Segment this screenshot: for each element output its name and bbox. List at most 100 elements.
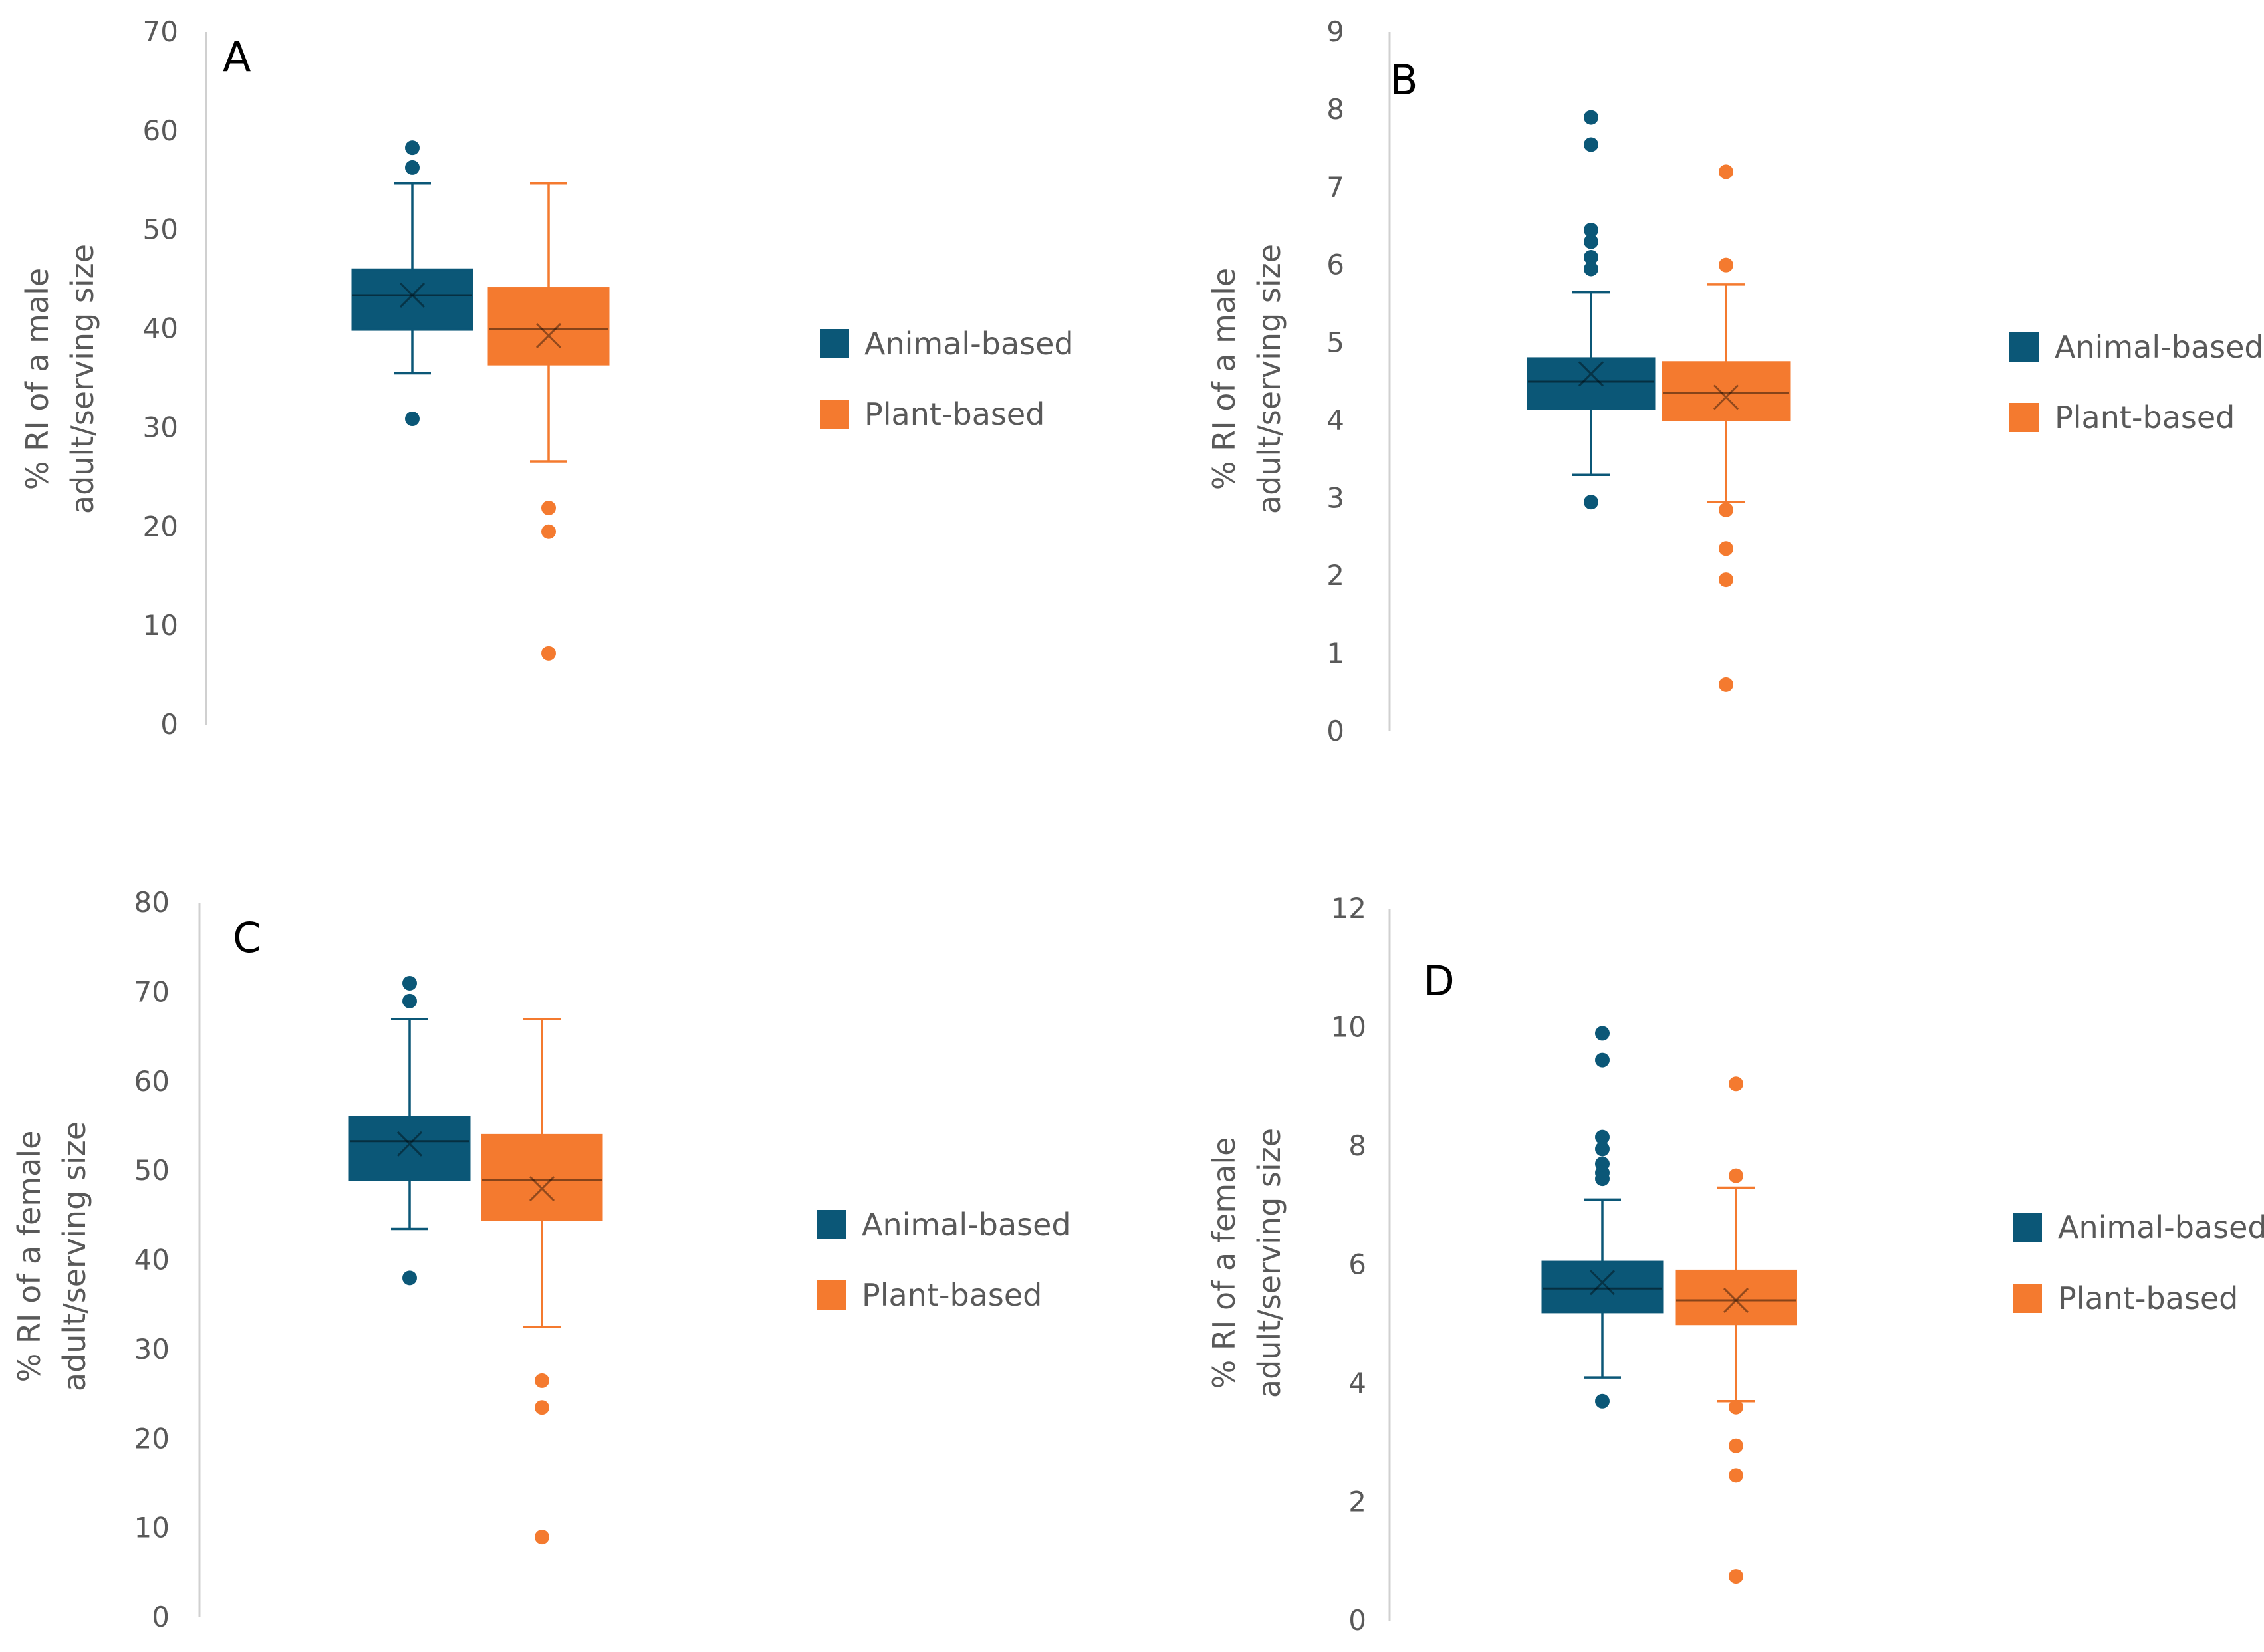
outlier-point — [402, 975, 417, 991]
mean-marker — [1713, 384, 1739, 410]
legend-label: Animal-based — [864, 326, 1074, 362]
outlier-point — [541, 501, 556, 516]
legend-label: Animal-based — [2058, 1209, 2264, 1245]
y-axis-label: % RI of a male — [1206, 268, 1242, 490]
mean-marker — [1578, 361, 1604, 387]
y-tick-label: 80 — [134, 886, 170, 919]
y-tick-label: 40 — [143, 312, 178, 345]
y-axis-label: % RI of a male — [19, 268, 55, 490]
outlier-point — [1719, 541, 1733, 556]
y-tick-label: 10 — [1331, 1011, 1366, 1044]
y-tick-label: 40 — [134, 1244, 170, 1276]
outlier-point — [1584, 110, 1598, 125]
box-series-plant — [1662, 164, 1791, 692]
outlier-point — [405, 140, 420, 156]
y-tick-label: 7 — [1326, 171, 1344, 203]
mean-marker — [1723, 1287, 1749, 1314]
outlier-point — [402, 993, 417, 1008]
mean-marker — [396, 1131, 423, 1157]
box-series-plant — [1675, 1076, 1797, 1584]
y-axis-label: adult/serving size — [57, 1121, 92, 1391]
legend-label: Plant-based — [862, 1277, 1042, 1313]
y-axis-label: adult/serving size — [1251, 1128, 1287, 1398]
box-body — [1662, 361, 1791, 421]
outlier-point — [402, 1270, 417, 1286]
box-body — [481, 1133, 603, 1221]
outlier-point — [1595, 1141, 1610, 1157]
box-series-plant — [481, 1017, 603, 1545]
outlier-point — [1729, 1468, 1743, 1483]
legend-label: Plant-based — [2055, 400, 2235, 435]
y-axis-label: adult/serving size — [64, 244, 100, 514]
y-tick-label: 4 — [1348, 1367, 1366, 1399]
chart-panel-c: 0 10 20 30 40 50 60 70 80 % RI of a female adult/s… — [11, 886, 1071, 1633]
legend-label: Animal-based — [2055, 329, 2264, 365]
y-tick-label: 30 — [143, 411, 178, 443]
y-tick-label: 50 — [143, 213, 178, 246]
y-tick-label: 0 — [160, 708, 178, 741]
y-tick-label: 8 — [1326, 93, 1344, 126]
y-tick-label: 70 — [143, 15, 178, 48]
outlier-point — [405, 160, 420, 175]
y-tick-label: 0 — [1348, 1604, 1366, 1637]
outlier-point — [535, 1400, 549, 1415]
box-body — [1675, 1269, 1797, 1326]
box-series-plant — [487, 182, 610, 661]
y-tick-label: 20 — [143, 510, 178, 542]
chart-panel-b: 0 1 2 3 4 5 6 7 8 9 % RI of a male adult/serving si… — [1206, 15, 2264, 747]
legend-swatch-animal — [820, 329, 849, 358]
y-tick-label: 1 — [1326, 637, 1344, 669]
y-tick-label: 5 — [1326, 326, 1344, 359]
panel-label: A — [223, 33, 251, 81]
mean-marker — [535, 322, 562, 349]
outlier-point — [1595, 1393, 1610, 1409]
outlier-point — [535, 1373, 549, 1388]
box-body — [1527, 357, 1656, 410]
legend-swatch-plant — [2013, 1284, 2042, 1313]
box-series-animal — [348, 975, 471, 1286]
y-tick-label: 6 — [1348, 1248, 1366, 1281]
y-tick-label: 60 — [143, 114, 178, 147]
y-tick-label: 0 — [152, 1601, 170, 1633]
legend-label: Plant-based — [2058, 1280, 2238, 1316]
y-tick-label: 50 — [134, 1154, 170, 1187]
y-tick-label: 0 — [1326, 715, 1344, 747]
legend-swatch-plant — [820, 400, 849, 429]
box-body — [1541, 1260, 1664, 1314]
outlier-point — [1729, 1168, 1743, 1183]
mean-marker — [399, 282, 426, 308]
legend-swatch-plant — [817, 1280, 846, 1310]
y-tick-label: 70 — [134, 975, 170, 1008]
y-axis-label: % RI of a female — [1206, 1137, 1242, 1389]
box-series-animal — [351, 140, 473, 427]
outlier-point — [1719, 164, 1733, 179]
outlier-point — [1584, 223, 1598, 238]
outlier-point — [1584, 249, 1598, 265]
y-axis-label: % RI of a female — [11, 1131, 47, 1383]
outlier-point — [1584, 495, 1598, 510]
mean-marker — [1589, 1270, 1616, 1296]
y-tick-label: 20 — [134, 1422, 170, 1455]
box-body — [487, 287, 610, 366]
y-tick-label: 8 — [1348, 1129, 1366, 1162]
outlier-point — [1729, 1076, 1743, 1092]
y-tick-label: 2 — [1348, 1486, 1366, 1518]
outlier-point — [1729, 1438, 1743, 1453]
outlier-point — [541, 646, 556, 661]
outlier-point — [1719, 257, 1733, 273]
outlier-point — [1595, 1052, 1610, 1068]
mean-marker — [529, 1175, 555, 1202]
outlier-point — [1584, 234, 1598, 249]
legend-label: Animal-based — [862, 1207, 1071, 1242]
panel-label: C — [233, 913, 261, 962]
chart-panel-a: 0 10 20 30 40 50 60 70 % RI of a male adult/servi… — [19, 15, 1074, 741]
box-series-animal — [1527, 110, 1656, 510]
y-tick-label: 10 — [134, 1512, 170, 1544]
panel-label: B — [1390, 56, 1418, 104]
y-tick-label: 6 — [1326, 249, 1344, 281]
outlier-point — [1595, 1171, 1610, 1187]
chart-panel-d: 0 2 4 6 8 10 12 % RI of a female adult/serving s… — [1206, 892, 2264, 1637]
legend-label: Plant-based — [864, 396, 1045, 432]
y-tick-label: 3 — [1326, 481, 1344, 514]
